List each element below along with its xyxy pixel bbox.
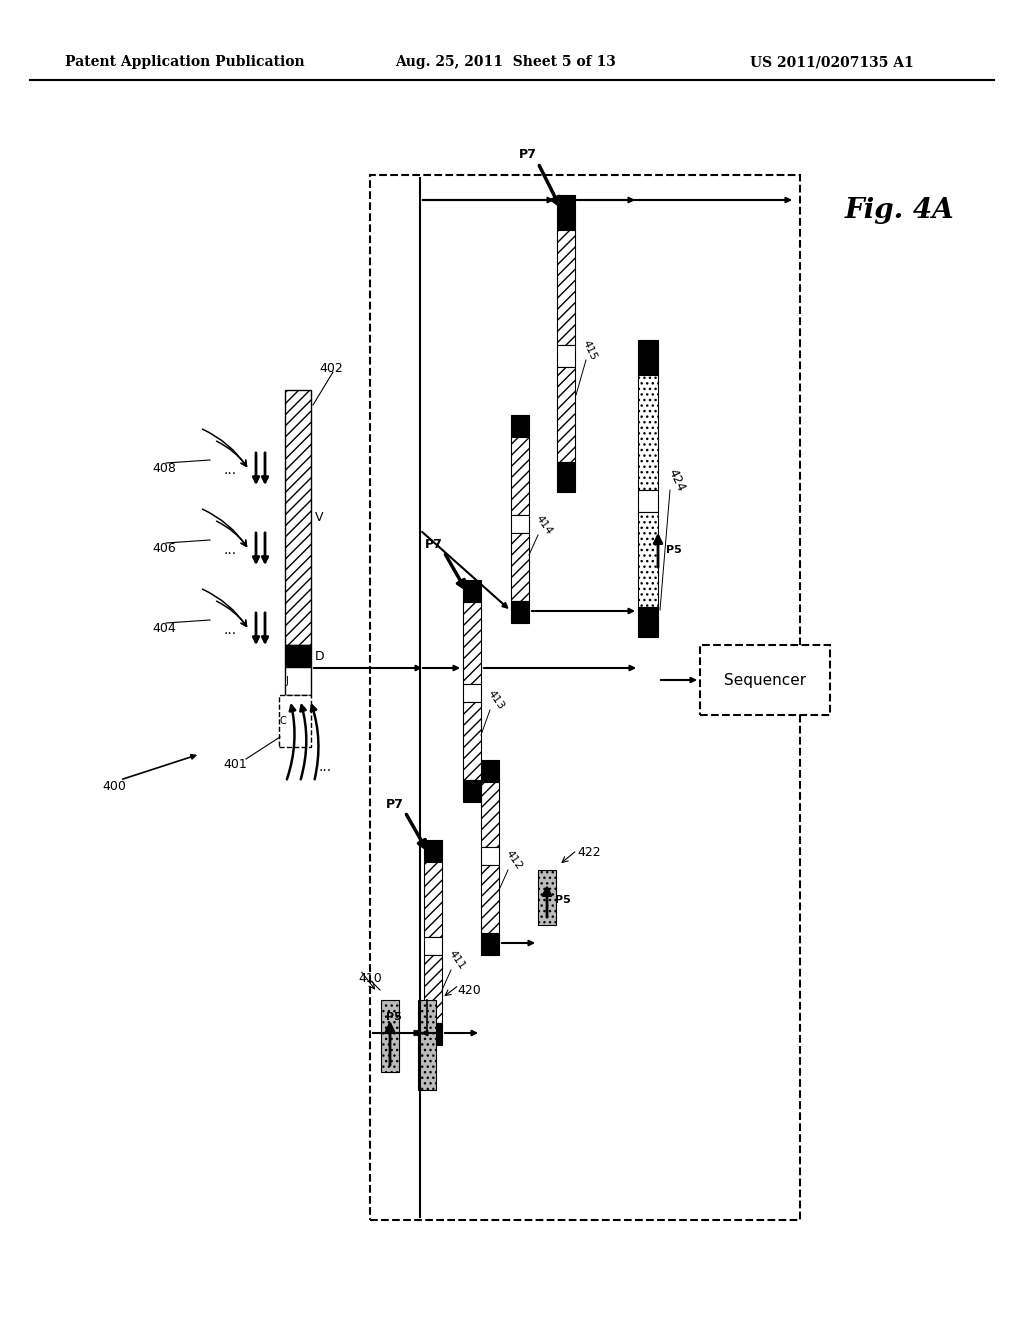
Text: ...: ...	[223, 623, 237, 638]
Text: 402: 402	[319, 362, 343, 375]
Text: 404: 404	[152, 622, 176, 635]
Bar	[638, 341, 658, 375]
Bar	[538, 870, 556, 925]
Bar	[463, 602, 481, 684]
Bar	[638, 607, 658, 638]
Bar	[557, 367, 575, 462]
Bar	[381, 1001, 399, 1072]
Bar	[511, 414, 529, 437]
Bar	[511, 533, 529, 601]
Bar	[638, 375, 658, 490]
Bar	[700, 645, 830, 715]
Bar	[463, 684, 481, 702]
Text: 400: 400	[102, 780, 126, 792]
Text: 424: 424	[666, 466, 688, 494]
Text: Sequencer: Sequencer	[724, 672, 806, 688]
Text: P5: P5	[555, 895, 570, 906]
Bar	[424, 937, 442, 954]
Bar	[557, 345, 575, 367]
Bar	[638, 512, 658, 607]
Bar	[481, 781, 499, 847]
Bar	[285, 389, 311, 645]
Bar	[424, 1023, 442, 1045]
Bar	[463, 780, 481, 803]
Bar	[557, 230, 575, 345]
Bar	[511, 515, 529, 533]
Bar	[463, 702, 481, 780]
Bar	[511, 437, 529, 515]
Text: ...: ...	[318, 760, 331, 774]
Bar	[424, 840, 442, 862]
Text: 411: 411	[447, 949, 467, 972]
Bar	[285, 645, 311, 667]
Text: Patent Application Publication: Patent Application Publication	[65, 55, 304, 69]
Bar	[370, 176, 800, 1220]
Text: ...: ...	[223, 543, 237, 557]
Text: Fig. 4A: Fig. 4A	[845, 197, 954, 223]
Text: 412: 412	[504, 849, 524, 871]
Bar	[424, 862, 442, 937]
Bar	[557, 462, 575, 492]
Bar	[481, 933, 499, 954]
Bar	[638, 490, 658, 512]
Bar	[481, 865, 499, 933]
Text: P7: P7	[425, 537, 442, 550]
Bar	[481, 847, 499, 865]
Bar	[418, 1001, 436, 1090]
Text: 420: 420	[457, 983, 480, 997]
Text: 401: 401	[223, 759, 247, 771]
Text: P5: P5	[666, 545, 682, 554]
Bar	[463, 579, 481, 602]
Text: 414: 414	[534, 513, 554, 536]
Text: US 2011/0207135 A1: US 2011/0207135 A1	[750, 55, 913, 69]
Text: P7: P7	[386, 797, 403, 810]
Text: P5: P5	[386, 1012, 401, 1022]
Text: Aug. 25, 2011  Sheet 5 of 13: Aug. 25, 2011 Sheet 5 of 13	[395, 55, 615, 69]
Text: V: V	[315, 511, 324, 524]
Text: 415: 415	[581, 338, 599, 362]
Bar	[557, 195, 575, 230]
Text: 406: 406	[152, 541, 176, 554]
Bar	[481, 760, 499, 781]
Bar	[424, 954, 442, 1023]
Text: C: C	[280, 715, 287, 726]
Text: P7: P7	[519, 149, 537, 161]
Text: 410: 410	[358, 972, 382, 985]
Text: D: D	[315, 649, 325, 663]
Bar	[285, 667, 311, 696]
Bar	[279, 696, 311, 747]
Text: 408: 408	[152, 462, 176, 474]
Text: 413: 413	[486, 689, 506, 711]
Text: ...: ...	[223, 463, 237, 477]
Bar	[511, 601, 529, 623]
Text: 422: 422	[577, 846, 601, 858]
Text: J: J	[285, 676, 288, 686]
